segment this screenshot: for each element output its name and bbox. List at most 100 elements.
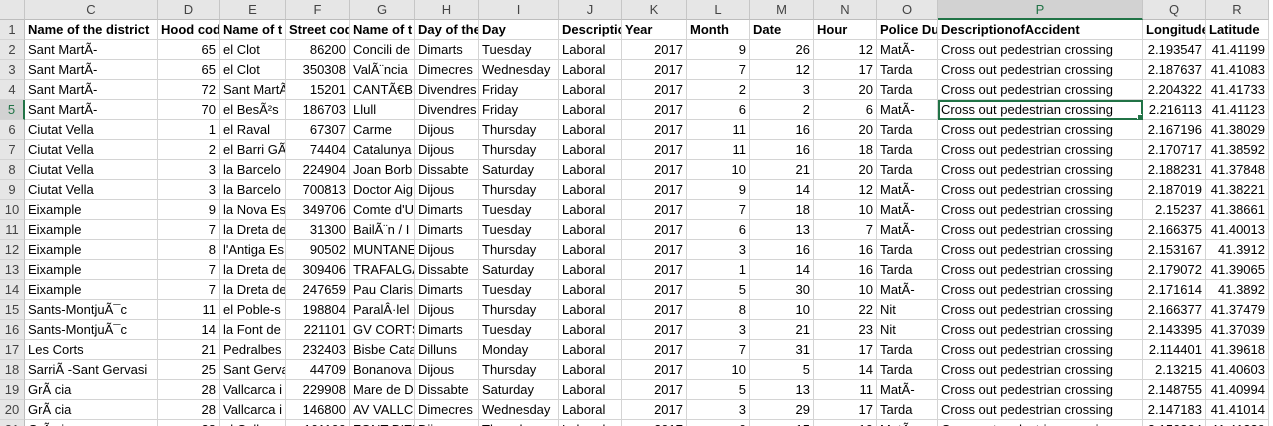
data-cell[interactable]: Tarda	[877, 140, 938, 160]
column-header-j[interactable]: J	[559, 0, 622, 20]
data-cell[interactable]: la Dreta de	[220, 220, 286, 240]
data-cell[interactable]: Laboral	[559, 140, 622, 160]
data-cell[interactable]: 21	[750, 320, 814, 340]
data-cell[interactable]: 186703	[286, 100, 350, 120]
data-cell[interactable]: 7	[158, 260, 220, 280]
data-cell[interactable]: Tuesday	[479, 320, 559, 340]
data-cell[interactable]: Cross out pedestrian crossing	[938, 240, 1143, 260]
data-cell[interactable]: el Raval	[220, 120, 286, 140]
data-cell[interactable]: 14	[158, 320, 220, 340]
select-all-corner[interactable]	[0, 0, 25, 20]
data-cell[interactable]: 14	[750, 260, 814, 280]
data-cell[interactable]: Laboral	[559, 260, 622, 280]
row-number[interactable]: 5	[0, 100, 25, 120]
data-cell[interactable]: Tarda	[877, 240, 938, 260]
data-cell[interactable]: 2.143395	[1143, 320, 1206, 340]
data-cell[interactable]: Laboral	[559, 240, 622, 260]
data-cell[interactable]: Ciutat Vella	[25, 180, 158, 200]
data-cell[interactable]: l'Antiga Es	[220, 240, 286, 260]
data-cell[interactable]: 41.38592	[1206, 140, 1269, 160]
active-cell[interactable]: Cross out pedestrian crossing	[938, 100, 1143, 120]
data-cell[interactable]: Laboral	[559, 200, 622, 220]
data-cell[interactable]: 2017	[622, 240, 687, 260]
data-cell[interactable]: 9	[158, 200, 220, 220]
data-cell[interactable]: Laboral	[559, 180, 622, 200]
data-cell[interactable]: 41.39065	[1206, 260, 1269, 280]
data-cell[interactable]: Date	[750, 20, 814, 40]
data-cell[interactable]: 198804	[286, 300, 350, 320]
data-cell[interactable]: 7	[814, 220, 877, 240]
data-cell[interactable]: 15201	[286, 80, 350, 100]
data-cell[interactable]: Vallcarca i	[220, 380, 286, 400]
data-cell[interactable]: 41.40994	[1206, 380, 1269, 400]
data-cell[interactable]: Eixample	[25, 220, 158, 240]
data-cell[interactable]: 22	[814, 300, 877, 320]
data-cell[interactable]: 2017	[622, 160, 687, 180]
data-cell[interactable]: 72	[158, 80, 220, 100]
data-cell[interactable]: 2017	[622, 140, 687, 160]
data-cell[interactable]: 14	[814, 360, 877, 380]
data-cell[interactable]: Dijous	[415, 180, 479, 200]
data-cell[interactable]: 2017	[622, 320, 687, 340]
data-cell[interactable]: la Barcelo	[220, 160, 286, 180]
data-cell[interactable]: 2017	[622, 100, 687, 120]
column-header-d[interactable]: D	[158, 0, 220, 20]
data-cell[interactable]: Dijous	[415, 140, 479, 160]
data-cell[interactable]: 16	[750, 240, 814, 260]
data-cell[interactable]: GrÃ cia	[25, 400, 158, 420]
data-cell[interactable]: Thursday	[479, 360, 559, 380]
data-cell[interactable]: FONT D'EN	[350, 420, 415, 426]
data-cell[interactable]: la Nova Es	[220, 200, 286, 220]
data-cell[interactable]: MatÃ-	[877, 420, 938, 426]
data-cell[interactable]: 7	[687, 200, 750, 220]
row-number[interactable]: 9	[0, 180, 25, 200]
data-cell[interactable]: Mare de D	[350, 380, 415, 400]
data-cell[interactable]: Divendres	[415, 80, 479, 100]
data-cell[interactable]: 2017	[622, 60, 687, 80]
data-cell[interactable]: Dissabte	[415, 160, 479, 180]
data-cell[interactable]: 26	[750, 40, 814, 60]
data-cell[interactable]: MatÃ-	[877, 180, 938, 200]
data-cell[interactable]: Thursday	[479, 120, 559, 140]
data-cell[interactable]: 2.170717	[1143, 140, 1206, 160]
column-header-g[interactable]: G	[350, 0, 415, 20]
data-cell[interactable]: Year	[622, 20, 687, 40]
data-cell[interactable]: 41.41733	[1206, 80, 1269, 100]
data-cell[interactable]: el Clot	[220, 40, 286, 60]
column-header-h[interactable]: H	[415, 0, 479, 20]
data-cell[interactable]: 13	[750, 220, 814, 240]
data-cell[interactable]: 1	[158, 120, 220, 140]
data-cell[interactable]: 350308	[286, 60, 350, 80]
data-cell[interactable]: 224904	[286, 160, 350, 180]
data-cell[interactable]: Dijous	[415, 240, 479, 260]
data-cell[interactable]: Dimecres	[415, 60, 479, 80]
data-cell[interactable]: Tuesday	[479, 200, 559, 220]
data-cell[interactable]: Dimarts	[415, 280, 479, 300]
data-cell[interactable]: Police Du	[877, 20, 938, 40]
data-cell[interactable]: 12	[814, 180, 877, 200]
data-cell[interactable]: Nit	[877, 320, 938, 340]
data-cell[interactable]: MatÃ-	[877, 200, 938, 220]
data-cell[interactable]: 70	[158, 100, 220, 120]
column-header-p[interactable]: P	[938, 0, 1143, 20]
data-cell[interactable]: 41.41014	[1206, 400, 1269, 420]
data-cell[interactable]: Hood cod	[158, 20, 220, 40]
data-cell[interactable]: MUNTANE	[350, 240, 415, 260]
data-cell[interactable]: Day of the	[415, 20, 479, 40]
column-header-l[interactable]: L	[687, 0, 750, 20]
data-cell[interactable]: 15	[750, 420, 814, 426]
data-cell[interactable]: 2.166375	[1143, 220, 1206, 240]
data-cell[interactable]: Cross out pedestrian crossing	[938, 380, 1143, 400]
data-cell[interactable]: Eixample	[25, 260, 158, 280]
data-cell[interactable]: MatÃ-	[877, 100, 938, 120]
data-cell[interactable]: ParalÂ·lel	[350, 300, 415, 320]
data-cell[interactable]: Tarda	[877, 160, 938, 180]
data-cell[interactable]: 2.167196	[1143, 120, 1206, 140]
data-cell[interactable]: la Dreta de	[220, 280, 286, 300]
data-cell[interactable]: 309406	[286, 260, 350, 280]
data-cell[interactable]: 16	[814, 260, 877, 280]
data-cell[interactable]: 16	[814, 240, 877, 260]
column-header-f[interactable]: F	[286, 0, 350, 20]
data-cell[interactable]: 23	[814, 320, 877, 340]
data-cell[interactable]: AV VALLC	[350, 400, 415, 420]
